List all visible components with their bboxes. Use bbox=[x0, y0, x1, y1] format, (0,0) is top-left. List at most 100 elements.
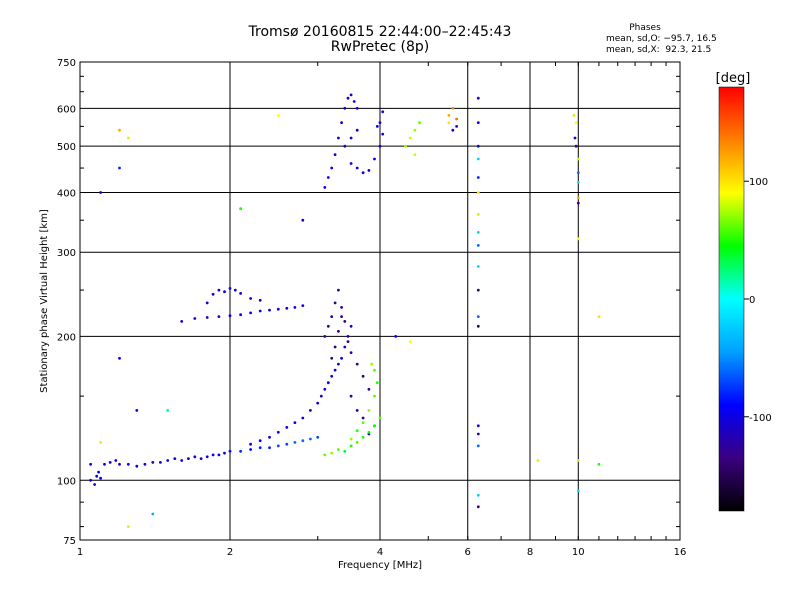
data-point bbox=[217, 288, 221, 292]
data-point bbox=[159, 461, 162, 464]
data-point bbox=[258, 439, 262, 443]
data-point bbox=[576, 171, 580, 175]
data-point bbox=[476, 505, 480, 509]
data-point bbox=[239, 313, 243, 317]
data-point bbox=[451, 106, 455, 110]
data-point bbox=[574, 121, 578, 124]
data-point bbox=[476, 157, 480, 161]
data-point bbox=[193, 455, 197, 459]
data-point bbox=[330, 315, 334, 318]
data-point bbox=[258, 298, 262, 302]
data-point bbox=[367, 387, 371, 391]
data-point bbox=[451, 128, 455, 132]
data-point bbox=[99, 476, 102, 480]
data-point bbox=[135, 409, 139, 412]
data-point bbox=[333, 153, 337, 157]
data-point bbox=[166, 409, 170, 412]
data-point bbox=[378, 144, 382, 148]
data-point bbox=[373, 424, 376, 428]
data-point bbox=[187, 457, 190, 460]
data-point bbox=[301, 304, 305, 307]
data-point bbox=[323, 453, 327, 457]
data-point bbox=[223, 290, 226, 294]
grid-lines bbox=[80, 62, 680, 540]
x-tick-label: 4 bbox=[377, 547, 383, 558]
phases-legend-o-mode: mean, sd,O: −95.7, 16.5 bbox=[606, 34, 717, 44]
data-point bbox=[418, 121, 421, 124]
data-point bbox=[330, 374, 334, 378]
data-point bbox=[228, 449, 232, 453]
data-point bbox=[476, 121, 480, 124]
data-point bbox=[349, 394, 353, 398]
data-point bbox=[455, 125, 458, 128]
data-point bbox=[239, 449, 243, 453]
data-point bbox=[276, 114, 280, 117]
data-point bbox=[573, 136, 577, 140]
data-point bbox=[476, 288, 480, 292]
data-point bbox=[276, 430, 280, 434]
data-point bbox=[337, 448, 340, 451]
data-point bbox=[361, 435, 365, 439]
data-point bbox=[476, 424, 480, 428]
data-point bbox=[126, 136, 130, 140]
x-tick-label: 10 bbox=[572, 547, 585, 558]
data-point bbox=[574, 144, 578, 148]
data-point bbox=[285, 306, 289, 310]
data-point bbox=[268, 435, 271, 439]
data-point bbox=[249, 448, 253, 451]
data-point bbox=[355, 166, 359, 170]
data-point bbox=[211, 292, 215, 296]
data-point bbox=[576, 237, 580, 241]
data-point bbox=[99, 191, 102, 194]
data-point bbox=[330, 356, 334, 360]
data-point bbox=[337, 329, 340, 333]
y-tick-label: 200 bbox=[57, 332, 76, 343]
data-point bbox=[323, 335, 327, 338]
data-point bbox=[381, 132, 385, 136]
data-point bbox=[349, 437, 353, 441]
x-tick-label: 16 bbox=[674, 547, 687, 558]
data-point bbox=[309, 437, 312, 441]
colorbar-tick-label: -100 bbox=[749, 413, 772, 424]
data-point bbox=[343, 449, 347, 453]
data-point bbox=[301, 439, 305, 443]
data-point bbox=[349, 93, 353, 97]
data-point bbox=[293, 421, 297, 424]
data-point bbox=[337, 136, 340, 140]
data-point bbox=[118, 128, 121, 132]
data-point bbox=[258, 309, 262, 313]
data-point bbox=[375, 381, 379, 385]
y-tick-label: 100 bbox=[57, 476, 76, 487]
data-point bbox=[330, 451, 334, 455]
data-point bbox=[285, 426, 289, 429]
data-point bbox=[476, 324, 480, 328]
data-point bbox=[408, 136, 412, 140]
data-point bbox=[370, 362, 374, 366]
data-point bbox=[316, 435, 320, 439]
data-point bbox=[343, 345, 347, 349]
data-point bbox=[228, 287, 232, 290]
data-point bbox=[126, 462, 130, 466]
data-point bbox=[346, 96, 350, 100]
data-point bbox=[118, 166, 121, 170]
data-point bbox=[285, 442, 289, 446]
data-point bbox=[597, 315, 601, 318]
data-point bbox=[346, 340, 350, 343]
chart-subtitle: RwPretec (8p) bbox=[330, 39, 430, 55]
data-point bbox=[476, 213, 480, 216]
axis-ticks: 1 2 4 6 8 10 16 75 100 200 300 400 500 600 750 bbox=[57, 58, 686, 558]
data-point bbox=[249, 297, 253, 300]
y-tick-label: 500 bbox=[57, 142, 76, 153]
data-point bbox=[330, 166, 334, 170]
data-point bbox=[361, 374, 365, 378]
data-point bbox=[173, 457, 177, 460]
data-point bbox=[340, 306, 343, 309]
data-point bbox=[455, 117, 458, 121]
data-point bbox=[476, 244, 480, 247]
data-point bbox=[476, 191, 480, 194]
data-point bbox=[349, 351, 353, 354]
data-point bbox=[375, 125, 379, 128]
data-point bbox=[276, 307, 280, 311]
data-point bbox=[193, 317, 197, 320]
